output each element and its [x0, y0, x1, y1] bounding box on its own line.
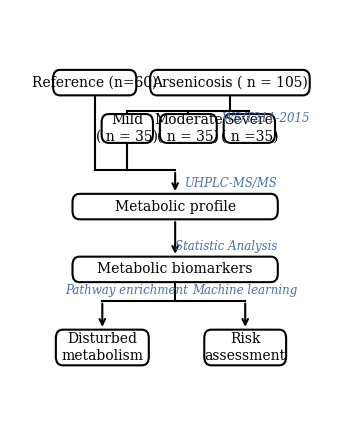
FancyBboxPatch shape: [72, 194, 278, 219]
Text: Metabolic biomarkers: Metabolic biomarkers: [97, 262, 253, 277]
FancyBboxPatch shape: [102, 114, 153, 143]
Text: Mild
( n = 35): Mild ( n = 35): [96, 113, 158, 144]
Text: Machine learning: Machine learning: [192, 284, 297, 297]
FancyBboxPatch shape: [224, 114, 275, 143]
Text: Arsenicosis ( n = 105): Arsenicosis ( n = 105): [152, 76, 308, 90]
FancyBboxPatch shape: [160, 114, 217, 143]
Text: Metabolic profile: Metabolic profile: [115, 200, 236, 213]
Text: Reference (n=60): Reference (n=60): [32, 76, 158, 90]
Text: Risk
assessment: Risk assessment: [205, 333, 286, 363]
FancyBboxPatch shape: [72, 257, 278, 282]
FancyBboxPatch shape: [204, 330, 286, 365]
Text: Statistic Analysis: Statistic Analysis: [175, 240, 278, 253]
Text: Severe
( n =35): Severe ( n =35): [221, 113, 278, 144]
Text: Pathway enrichment: Pathway enrichment: [65, 284, 188, 297]
Text: Moderate
( n = 35): Moderate ( n = 35): [154, 113, 223, 144]
Text: WS/T211-2015: WS/T211-2015: [221, 112, 310, 125]
FancyBboxPatch shape: [56, 330, 149, 365]
FancyBboxPatch shape: [53, 70, 136, 95]
Text: Disturbed
metabolism: Disturbed metabolism: [61, 333, 143, 363]
FancyBboxPatch shape: [150, 70, 310, 95]
Text: UHPLC-MS/MS: UHPLC-MS/MS: [185, 177, 278, 190]
